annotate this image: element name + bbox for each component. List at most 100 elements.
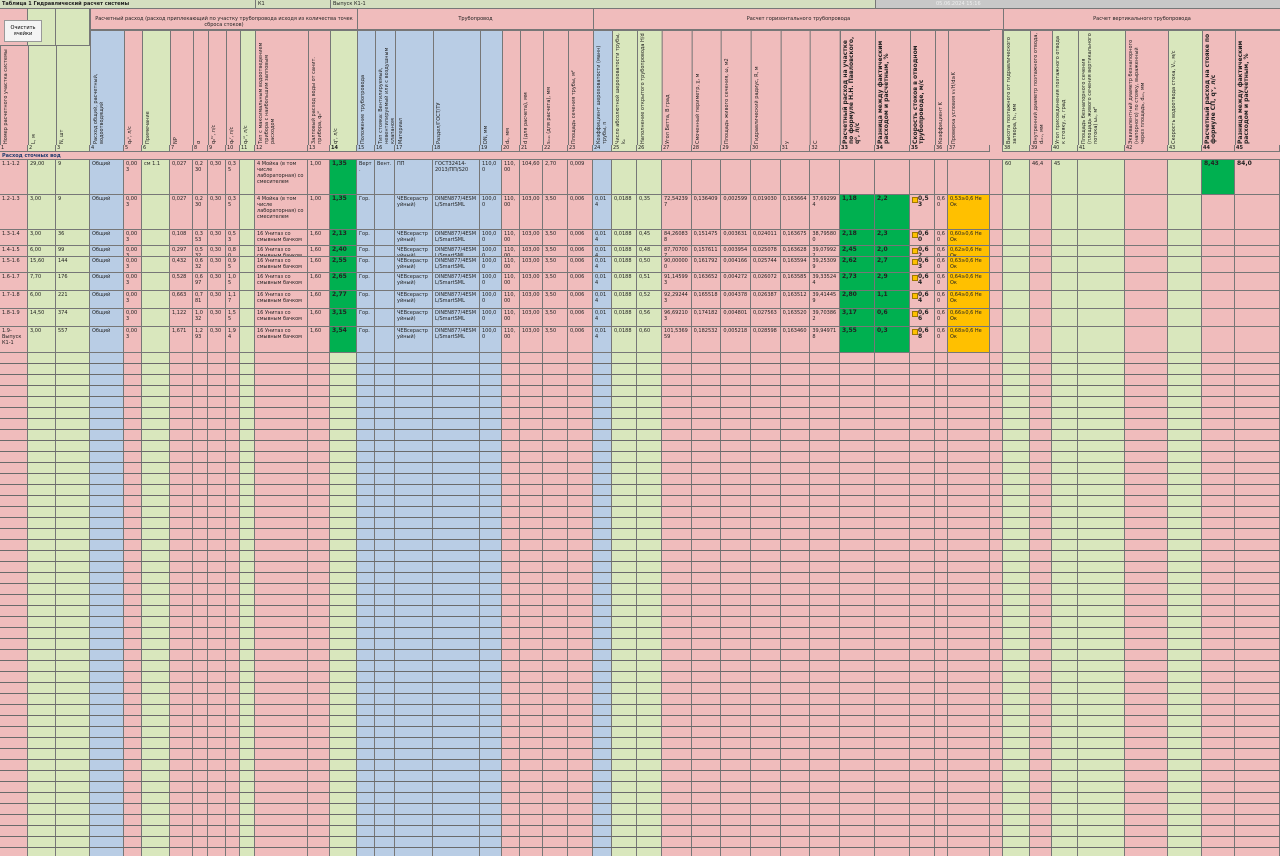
cell: 2,62 xyxy=(840,257,875,273)
cell: ЧЕВсераструйный) xyxy=(395,291,433,309)
empty-cell xyxy=(1125,246,1168,257)
empty-cell xyxy=(1078,309,1125,327)
empty-cell xyxy=(1235,273,1280,291)
cell: 101,536959 xyxy=(662,327,692,353)
cell: 2,18 xyxy=(840,230,875,246)
empty-cell xyxy=(1168,257,1202,273)
empty-cell xyxy=(240,309,255,327)
cell: ЧЕВсераструйный) xyxy=(395,257,433,273)
cell: 1,60 xyxy=(308,230,330,246)
empty-cell xyxy=(1078,257,1125,273)
empty-cell xyxy=(375,291,395,309)
column-header: d (для расчета), мм xyxy=(520,30,543,145)
cell: 0,014 xyxy=(593,230,612,246)
cell: 16 Унитаз со смывным бачком xyxy=(255,257,308,273)
column-number: 7 xyxy=(170,145,193,152)
empty-cell xyxy=(612,160,637,195)
empty-cell xyxy=(910,160,935,195)
cell: 0,3 xyxy=(875,327,910,353)
empty-cell xyxy=(1235,195,1280,230)
gap-cell xyxy=(990,327,1003,353)
cell: 0,004378 xyxy=(721,291,751,309)
empty-cell xyxy=(1168,291,1202,309)
cell: 110,00 xyxy=(502,246,520,257)
cell: 2,3 xyxy=(875,230,910,246)
column-number: 3 xyxy=(56,145,90,152)
cell: 2,65 xyxy=(330,273,357,291)
cell: 0,60 xyxy=(935,230,948,246)
cell: 110,00 xyxy=(480,160,502,195)
cell: Верт. xyxy=(357,160,375,195)
cell: 0,161792 xyxy=(691,257,722,273)
clear-button[interactable]: Очистить ячейки xyxy=(4,20,42,42)
cell: 0,60 xyxy=(935,246,948,257)
title-cell: Таблица 1 Гидравлический расчет системы xyxy=(0,0,255,9)
cell: 1,1 xyxy=(875,291,910,309)
column-header: Скорость водоотвода стока, Vₒ, м/с xyxy=(1168,30,1202,145)
cell: 1,60 xyxy=(308,246,330,257)
column-number: 31 xyxy=(780,145,811,152)
cell: Гор. xyxy=(357,195,375,230)
column-number: 36 xyxy=(935,145,948,152)
grid-rows xyxy=(0,353,1280,856)
cell: 0,30 xyxy=(208,273,226,291)
cell: 2,13 xyxy=(330,230,357,246)
column-number: 33 xyxy=(840,145,875,152)
cell: 0,66≥0,6 Не Ок xyxy=(948,309,990,327)
empty-cell xyxy=(593,160,612,195)
cell: 1,00 xyxy=(308,195,330,230)
empty-cell xyxy=(1168,246,1202,257)
cell: 0,663 xyxy=(170,291,193,309)
cell: 36 xyxy=(56,230,90,246)
empty-cell xyxy=(1052,309,1078,327)
cell: 0,30 xyxy=(208,195,226,230)
cell: 0,51 xyxy=(637,273,662,291)
empty-cell xyxy=(1125,195,1168,230)
column-header: C xyxy=(810,30,840,145)
empty-cell xyxy=(1003,230,1030,246)
column-number: 25 xyxy=(612,145,637,152)
column-header: Эквивалентный диаметр безнапорного (напо… xyxy=(1125,30,1168,145)
cell: 0,230 xyxy=(193,160,208,195)
cell: 0,165518 xyxy=(691,291,722,309)
cell: 87,707007 xyxy=(662,246,692,257)
cell: 0,60 xyxy=(935,195,948,230)
cell: 6,00 xyxy=(28,246,56,257)
cell: 100,00 xyxy=(480,291,502,309)
cell: 1.4-1.5 xyxy=(0,246,28,257)
empty-cell xyxy=(1052,291,1078,309)
column-number: 38 xyxy=(1003,145,1030,152)
column-number: 21 xyxy=(520,145,543,152)
group-header: Трубопровод xyxy=(357,9,593,30)
gap-cell xyxy=(990,246,1003,257)
cell: 0,014 xyxy=(593,246,612,257)
empty-cell xyxy=(142,195,170,230)
empty-cell xyxy=(240,273,255,291)
empty-cell xyxy=(1202,291,1235,309)
column-number: 39 xyxy=(1030,145,1052,152)
column-number: 8 xyxy=(193,145,208,152)
cell: 0,014 xyxy=(593,291,612,309)
cell: 0,0188 xyxy=(612,291,637,309)
column-header: Площадь безнапорного сечения (площадь жи… xyxy=(1078,30,1125,145)
cell: 0,003 xyxy=(124,246,142,257)
cell: 15,60 xyxy=(28,257,56,273)
cell: 0,35 xyxy=(226,195,240,230)
cell: 0,108 xyxy=(170,230,193,246)
cell: ЧЕВсераструйный) xyxy=(395,246,433,257)
column-number: 2 xyxy=(28,145,56,152)
cell: 3,55 xyxy=(840,327,875,353)
empty-cell xyxy=(240,195,255,230)
cell: 0,64≥0,6 Не Ок xyxy=(948,291,990,309)
column-header: Площадь сечения трубы, м² xyxy=(568,30,593,145)
cell: 1,18 xyxy=(840,195,875,230)
empty-cell xyxy=(375,257,395,273)
cell: 0,35 xyxy=(226,160,240,195)
cell: 0,56 xyxy=(637,309,662,327)
empty-cell xyxy=(1052,230,1078,246)
empty-cell xyxy=(1125,273,1168,291)
cell: 0,60 xyxy=(935,257,948,273)
cell: 100,00 xyxy=(480,246,502,257)
column-header: Тип стояка: Вентилируемый, невентилируем… xyxy=(375,30,395,145)
cell: 9 xyxy=(56,195,90,230)
